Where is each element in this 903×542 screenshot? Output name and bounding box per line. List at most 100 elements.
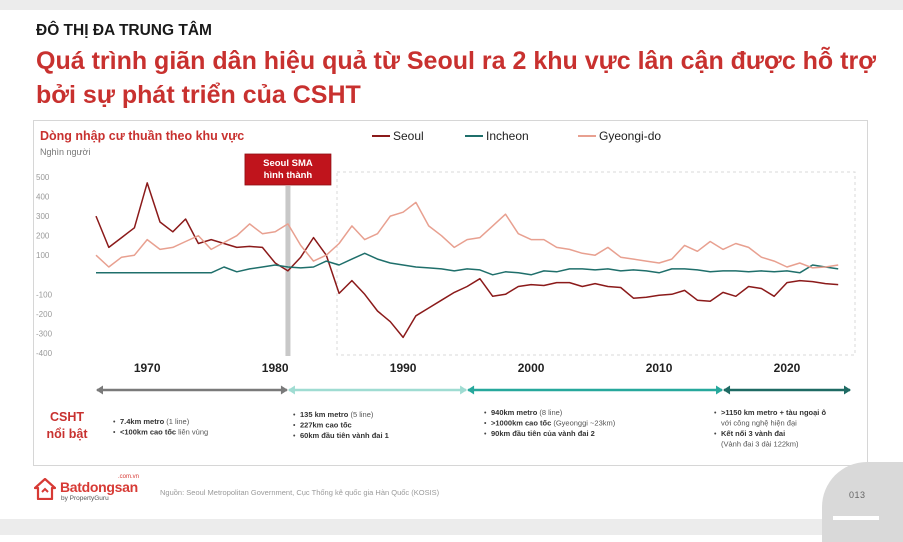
csht-item-bold: <100km cao tốc [120, 428, 176, 437]
page-title-line-2: bởi sự phát triển của CSHT [36, 81, 361, 109]
page-title-line-1: Quá trình giãn dân hiệu quả từ Seoul ra … [36, 47, 876, 75]
arrow-left-icon [96, 385, 103, 395]
logo: Batdongsan .com.vn by PropertyGuru [34, 474, 144, 506]
bullet-icon: • [484, 410, 487, 417]
sma-annotation-line-2: hình thành [264, 170, 313, 181]
csht-item: với công nghệ hiện đại [721, 419, 797, 428]
page-title: Quá trình giãn dân hiệu quả từ Seoul ra … [36, 44, 886, 112]
series-line-gyeongi-do [95, 201, 839, 269]
page-badge [822, 462, 903, 542]
source-note: Nguồn: Seoul Metropolitan Government, Cụ… [160, 488, 440, 497]
timeline-segment [723, 385, 851, 395]
csht-item-bold: >1150 km metro + tàu ngoại ô [721, 408, 826, 417]
chart-panel [33, 120, 868, 466]
bullet-icon: • [113, 430, 116, 437]
csht-item-bold: 90km đầu tiên của vành đai 2 [491, 429, 595, 438]
sma-annotation-line-1: Seoul SMA [263, 158, 313, 169]
logo-name: Batdongsan [60, 479, 138, 495]
arrow-right-icon [844, 385, 851, 395]
csht-item: Kết nối 3 vành đai [721, 429, 785, 438]
y-tick-label: 500 [36, 173, 50, 182]
csht-item: 90km đầu tiên của vành đai 2 [491, 429, 595, 438]
x-tick-label: 1990 [390, 361, 417, 375]
csht-item-detail: (5 line) [348, 410, 374, 419]
bullet-icon: • [293, 423, 296, 430]
csht-block: • 940km metro (8 line) • >1000km cao tốc (G… [484, 408, 616, 438]
bullet-icon: • [714, 431, 717, 438]
x-tick-label: 1970 [134, 361, 161, 375]
csht-item-bold: 135 km metro [300, 410, 349, 419]
logo-subtitle: by PropertyGuru [61, 495, 109, 502]
legend-label: Seoul [393, 129, 424, 143]
house-icon [34, 478, 56, 500]
csht-item-detail: (1 line) [164, 417, 190, 426]
top-band [0, 0, 903, 10]
logo-domain: .com.vn [118, 474, 140, 480]
y-axis: 500 400 300 200 100 -100 -200 -300 -400 [36, 173, 53, 358]
bottom-band [0, 519, 903, 535]
arrow-left-icon [467, 385, 475, 395]
chart-title: Dòng nhập cư thuần theo khu vực [40, 129, 244, 143]
x-tick-label: 2010 [646, 361, 673, 375]
csht-item: <100km cao tốc liên vùng [120, 428, 208, 437]
x-axis: 1970 1980 1990 2000 2010 2020 [134, 361, 801, 375]
x-tick-label: 1980 [262, 361, 289, 375]
csht-item: >1000km cao tốc (Gyeonggi ~23km) [491, 419, 616, 428]
timeline-segment [467, 385, 724, 395]
arrow-left-icon [287, 385, 295, 395]
x-tick-label: 2020 [774, 361, 801, 375]
y-tick-label: 400 [36, 193, 50, 202]
section-title: ĐÔ THỊ ĐA TRUNG TÂM [36, 22, 212, 39]
bullet-icon: • [484, 431, 487, 438]
arrow-right-icon [460, 385, 468, 395]
csht-item-bold: 940km metro [491, 408, 538, 417]
y-tick-label: -100 [36, 290, 53, 299]
arrow-left-icon [723, 385, 731, 395]
csht-item: 940km metro (8 line) [491, 408, 563, 417]
csht-item-detail: (Vành đai 3 dài 122km) [721, 440, 799, 449]
highlight-box [336, 171, 856, 356]
arrow-right-icon [716, 385, 724, 395]
chart-legend: Seoul Incheon Gyeongi-do [372, 129, 661, 143]
csht-item: 135 km metro (5 line) [300, 410, 374, 419]
bullet-icon: • [293, 433, 296, 440]
csht-item-bold: Kết nối 3 vành đai [721, 429, 785, 438]
page-underline [833, 516, 879, 520]
csht-block: • >1150 km metro + tàu ngoại ô với công ng… [714, 408, 826, 449]
timeline-segment [287, 385, 468, 395]
csht-section: CSHT nổi bật • 7.4km metro (1 line) • <100km … [47, 408, 827, 449]
y-tick-label: 200 [36, 232, 50, 241]
csht-item-detail: (Gyeonggi ~23km) [551, 419, 615, 428]
timeline-segment [96, 385, 288, 395]
csht-item-detail: với công nghệ hiện đại [721, 419, 797, 428]
csht-block: • 7.4km metro (1 line) • <100km cao tốc liê… [113, 417, 208, 437]
series-line-incheon [96, 252, 839, 276]
y-tick-label: 300 [36, 212, 50, 221]
bullet-icon: • [293, 412, 296, 419]
y-tick-label: 100 [36, 251, 50, 260]
csht-item-bold: 60km đầu tiên vành đai 1 [300, 431, 389, 440]
csht-item-bold: 227km cao tốc [300, 421, 352, 430]
csht-item-bold: >1000km cao tốc [491, 419, 551, 428]
legend-label: Gyeongi-do [599, 129, 661, 143]
csht-label-line-1: CSHT [50, 410, 84, 424]
series-group [95, 182, 839, 339]
y-tick-label: -400 [36, 349, 53, 358]
y-tick-label: -200 [36, 310, 53, 319]
arrow-right-icon [280, 385, 288, 395]
x-tick-label: 2000 [518, 361, 545, 375]
csht-item: (Vành đai 3 dài 122km) [721, 440, 799, 449]
series-line-seoul [95, 182, 839, 339]
csht-item: 227km cao tốc [300, 421, 352, 430]
timeline [96, 385, 851, 395]
sma-annotation-box [244, 153, 332, 186]
bullet-icon: • [714, 410, 717, 417]
csht-item: 60km đầu tiên vành đai 1 [300, 431, 389, 440]
csht-item-detail: (8 line) [537, 408, 563, 417]
csht-item-detail: liên vùng [176, 428, 208, 437]
y-tick-label: -300 [36, 329, 53, 338]
page-number: 013 [849, 490, 866, 500]
csht-item: >1150 km metro + tàu ngoại ô [721, 408, 826, 417]
